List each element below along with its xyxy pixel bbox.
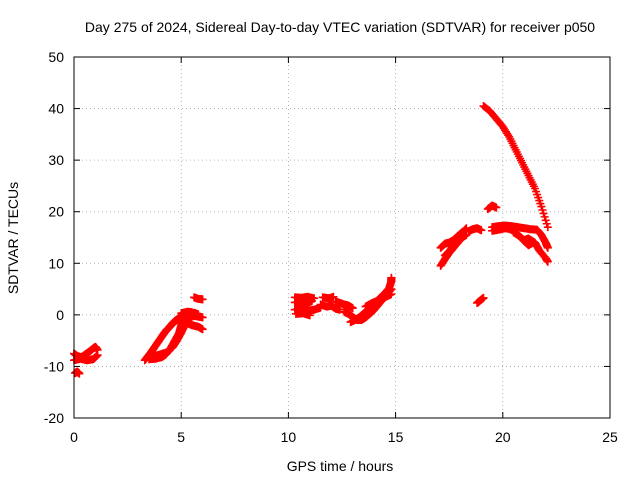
data-point	[348, 304, 357, 313]
y-tick-label: 0	[56, 307, 64, 323]
data-point	[543, 223, 552, 232]
data-point	[387, 273, 396, 282]
data-point	[543, 243, 552, 252]
chart-title: Day 275 of 2024, Sidereal Day-to-day VTE…	[85, 19, 595, 35]
y-axis-label: SDTVAR / TECUs	[5, 182, 21, 294]
data-point	[305, 311, 314, 320]
y-tick-label: 20	[48, 204, 64, 220]
data-point	[329, 292, 338, 301]
data-point	[492, 203, 501, 212]
grid	[74, 57, 610, 418]
x-tick-label: 0	[70, 429, 78, 445]
data-point	[543, 257, 552, 266]
y-tick-label: 30	[48, 152, 64, 168]
x-tick-label: 15	[388, 429, 404, 445]
x-tick-label: 20	[495, 429, 511, 445]
y-tick-label: -10	[44, 358, 64, 374]
y-tick-label: -20	[44, 410, 64, 426]
data-point	[479, 293, 488, 302]
data-point	[387, 290, 396, 299]
x-tick-label: 25	[602, 429, 618, 445]
y-tick-label: 50	[48, 49, 64, 65]
data-point	[528, 238, 537, 247]
x-tick-label: 10	[281, 429, 297, 445]
data-point	[75, 369, 84, 378]
data-point	[477, 226, 486, 235]
y-tick-label: 10	[48, 255, 64, 271]
plot-frame	[73, 56, 611, 419]
data-point	[198, 313, 207, 322]
data-point	[307, 296, 316, 305]
x-tick-label: 5	[177, 429, 185, 445]
data-point	[93, 351, 102, 360]
x-axis-label: GPS time / hours	[287, 458, 394, 474]
y-tick-label: 40	[48, 101, 64, 117]
data-point	[198, 295, 207, 304]
data-points	[70, 101, 552, 378]
data-point	[198, 325, 207, 334]
